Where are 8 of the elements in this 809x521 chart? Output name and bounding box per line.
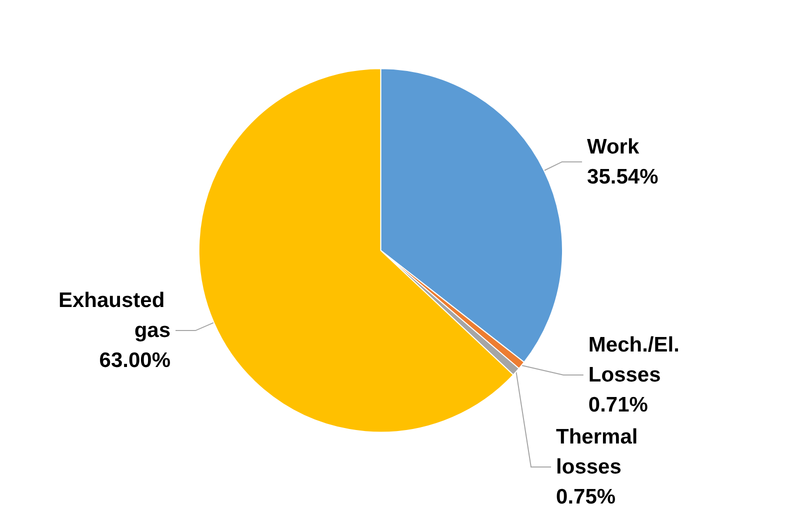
data-label: 0.71%	[588, 394, 648, 416]
slice-label: Mech./El. Losses	[588, 334, 686, 386]
data-label: 63.00%	[99, 349, 171, 372]
data-label: 0.75%	[556, 486, 616, 508]
slice-label: Work	[587, 135, 640, 158]
slice-label: Exhausted gas	[58, 289, 171, 342]
slice-label: Thermal losses	[556, 426, 644, 478]
data-label: 35.54%	[587, 165, 659, 188]
